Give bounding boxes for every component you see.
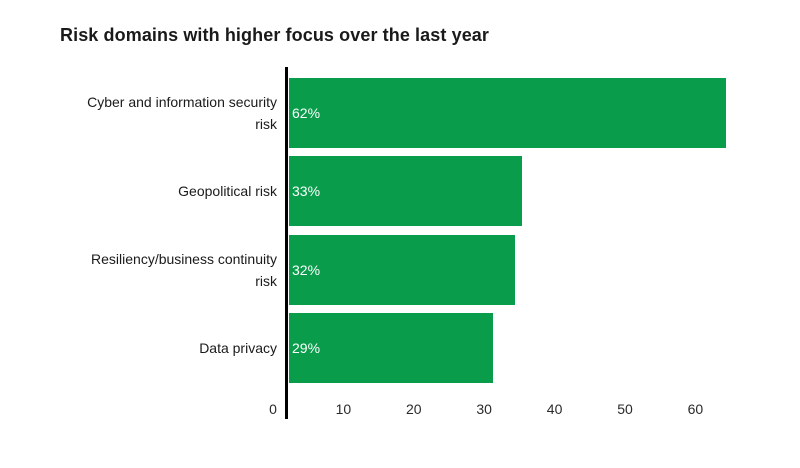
x-axis-tick-label: 10: [335, 401, 352, 417]
bar: 32%: [289, 234, 515, 305]
bar: 33%: [289, 156, 522, 227]
category-label-line: risk: [255, 272, 277, 289]
category-label-line: Data privacy: [199, 340, 277, 357]
x-axis-tick-label: 0: [269, 401, 277, 417]
x-axis-tick-label: 20: [406, 401, 422, 417]
category-label-line: Cyber and information security: [87, 94, 277, 110]
bar-value-label: 29%: [292, 340, 321, 357]
category-label: Geopolitical risk: [45, 156, 277, 226]
category-label-line: risk: [255, 116, 277, 132]
category-label: Data privacy: [45, 313, 277, 383]
category-label: Cyber and information security risk: [45, 78, 277, 148]
bar: 62%: [289, 78, 727, 148]
x-axis-tick-label: 50: [617, 401, 633, 417]
category-label-line: Geopolitical risk: [178, 183, 277, 200]
category-label-line: Resiliency/business continuity: [91, 250, 277, 267]
bar-value-label: 62%: [292, 105, 321, 121]
category-label: Resiliency/business continuity risk: [45, 235, 277, 305]
bar-value-label: 32%: [292, 261, 321, 278]
x-axis-tick-label: 60: [687, 401, 704, 417]
chart-title: Risk domains with higher focus over the …: [60, 25, 490, 45]
y-axis-line: [285, 67, 288, 419]
x-axis-tick-label: 40: [546, 401, 563, 417]
bar-value-label: 33%: [292, 183, 321, 200]
bar: 29%: [289, 313, 494, 384]
x-axis-tick-label: 30: [476, 401, 492, 417]
